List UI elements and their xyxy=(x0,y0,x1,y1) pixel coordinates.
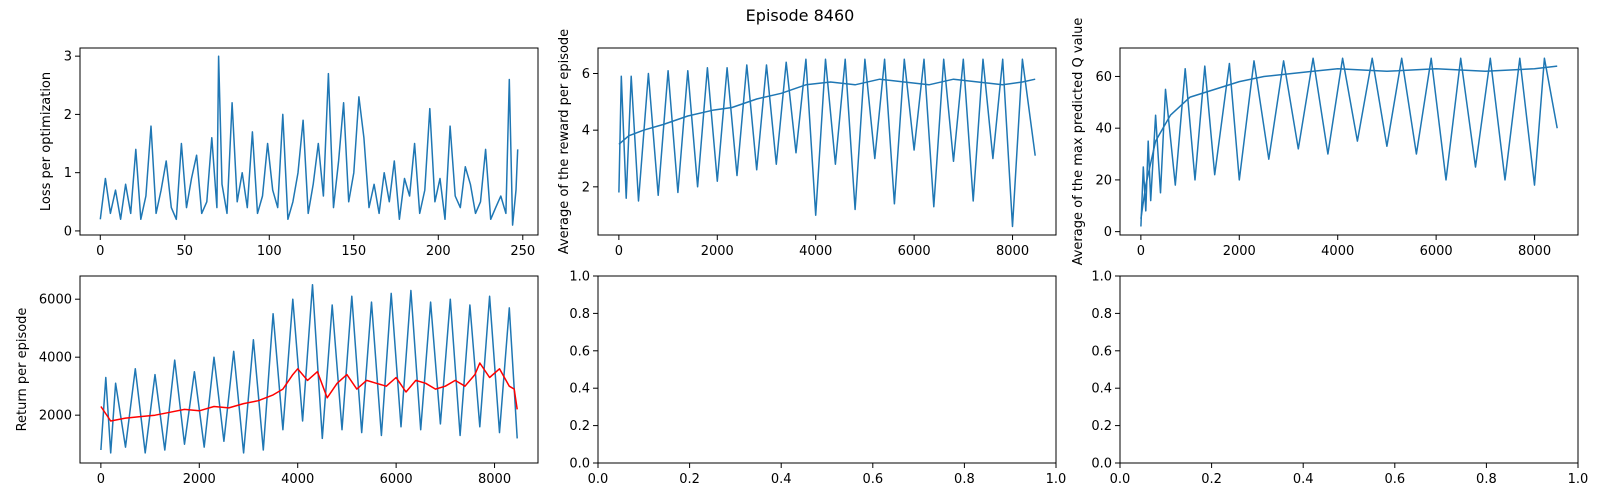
x-tick-label-top-right-4: 8000 xyxy=(1518,244,1551,259)
x-tick-label-bottom-middle-5: 1.0 xyxy=(1046,472,1067,487)
x-tick-label-bottom-middle-3: 0.6 xyxy=(862,472,883,487)
y-tick-label-bottom-middle-3: 0.6 xyxy=(569,344,590,359)
x-tick-label-top-left-3: 150 xyxy=(341,244,366,259)
x-tick-label-top-left-1: 50 xyxy=(177,244,194,259)
y-tick-label-bottom-middle-4: 0.8 xyxy=(569,307,590,322)
y-tick-label-top-left-1: 1 xyxy=(64,166,72,181)
axes-top-left: 0 50 100 150 200 250 0 1 2 3 Loss per optimization xyxy=(39,47,539,259)
y-tick-label-top-right-3: 60 xyxy=(1095,70,1112,85)
x-tick-label-top-left-4: 200 xyxy=(426,244,451,259)
y-axis-label-top-right: Average of the max predicted Q value xyxy=(1071,18,1086,266)
x-tick-label-bottom-right-3: 0.6 xyxy=(1384,472,1405,487)
axes-bottom-right: 0.0 0.2 0.4 0.6 0.8 1.0 0.0 0.2 0.4 0.6 0.8 1.0 xyxy=(1091,270,1588,488)
y-tick-label-top-right-1: 20 xyxy=(1095,173,1112,188)
axes-top-middle: 0 2000 4000 6000 8000 2 4 6 Average of the rewar… xyxy=(557,29,1057,259)
x-tick-label-bottom-right-4: 0.8 xyxy=(1476,472,1497,487)
x-tick-label-bottom-left-2: 4000 xyxy=(281,472,314,487)
axes-bottom-middle: 0.0 0.2 0.4 0.6 0.8 1.0 0.0 0.2 0.4 0.6 0.8 1.0 xyxy=(569,270,1066,488)
x-tick-label-top-right-0: 0 xyxy=(1137,244,1145,259)
x-tick-label-top-middle-3: 6000 xyxy=(898,244,931,259)
series-line-top-middle-1 xyxy=(618,78,1036,145)
axes-bottom-left: 0 2000 4000 6000 8000 2000 4000 6000 Return per … xyxy=(15,275,539,487)
axes-frame-top-middle xyxy=(597,47,1057,236)
y-tick-label-top-middle-2: 6 xyxy=(582,67,590,82)
x-tick-label-top-left-2: 100 xyxy=(257,244,282,259)
y-tick-label-top-left-0: 0 xyxy=(64,224,72,239)
axes-frame-bottom-right xyxy=(1119,275,1579,464)
y-tick-label-bottom-right-4: 0.8 xyxy=(1091,307,1112,322)
y-tick-label-bottom-left-0: 2000 xyxy=(39,409,72,424)
x-tick-label-bottom-right-5: 1.0 xyxy=(1568,472,1589,487)
x-tick-label-bottom-left-1: 2000 xyxy=(183,472,216,487)
y-tick-label-top-left-3: 3 xyxy=(64,50,72,65)
x-tick-label-bottom-middle-4: 0.8 xyxy=(954,472,975,487)
y-tick-label-bottom-middle-2: 0.4 xyxy=(569,382,590,397)
x-tick-label-top-right-1: 2000 xyxy=(1223,244,1256,259)
x-tick-label-bottom-right-1: 0.2 xyxy=(1201,472,1222,487)
y-tick-label-top-middle-0: 2 xyxy=(582,180,590,195)
x-tick-label-top-right-2: 4000 xyxy=(1321,244,1354,259)
x-tick-label-bottom-middle-1: 0.2 xyxy=(679,472,700,487)
x-tick-label-bottom-left-0: 0 xyxy=(97,472,105,487)
y-tick-label-top-right-0: 0 xyxy=(1104,225,1112,240)
y-tick-label-top-left-2: 2 xyxy=(64,108,72,123)
x-tick-label-top-middle-2: 4000 xyxy=(799,244,832,259)
y-tick-label-bottom-right-0: 0.0 xyxy=(1091,457,1112,472)
y-tick-label-bottom-right-1: 0.2 xyxy=(1091,419,1112,434)
y-tick-label-top-middle-1: 4 xyxy=(582,124,590,139)
figure-title: Episode 8460 xyxy=(745,6,855,25)
y-tick-label-bottom-right-3: 0.6 xyxy=(1091,344,1112,359)
axes-top-right: 0 2000 4000 6000 8000 0 20 40 60 Average of the m… xyxy=(1071,18,1579,266)
y-axis-label-top-middle: Average of the reward per episode xyxy=(557,29,572,254)
axes-frame-bottom-middle xyxy=(597,275,1057,464)
y-tick-label-top-right-2: 40 xyxy=(1095,122,1112,137)
axes-frame-top-left xyxy=(79,47,539,236)
y-tick-label-bottom-right-5: 1.0 xyxy=(1091,270,1112,285)
x-tick-label-top-right-3: 6000 xyxy=(1420,244,1453,259)
x-tick-label-top-middle-4: 8000 xyxy=(996,244,1029,259)
series-line-bottom-left-0 xyxy=(100,283,518,454)
series-line-top-right-0 xyxy=(1140,57,1558,227)
x-tick-label-bottom-left-3: 6000 xyxy=(380,472,413,487)
axes-frame-top-right xyxy=(1119,47,1579,236)
x-tick-label-bottom-middle-0: 0.0 xyxy=(588,472,609,487)
x-tick-label-top-middle-1: 2000 xyxy=(701,244,734,259)
y-tick-label-bottom-middle-5: 1.0 xyxy=(569,270,590,285)
y-tick-label-bottom-left-2: 6000 xyxy=(39,293,72,308)
series-line-top-right-1 xyxy=(1140,65,1558,219)
x-tick-label-top-left-5: 250 xyxy=(510,244,535,259)
y-tick-label-bottom-left-1: 4000 xyxy=(39,351,72,366)
x-tick-label-bottom-middle-2: 0.4 xyxy=(771,472,792,487)
y-tick-label-bottom-middle-0: 0.0 xyxy=(569,457,590,472)
y-tick-label-bottom-right-2: 0.4 xyxy=(1091,382,1112,397)
x-tick-label-bottom-right-2: 0.4 xyxy=(1293,472,1314,487)
y-axis-label-bottom-left: Return per episode xyxy=(15,308,30,432)
series-line-top-left-0 xyxy=(99,55,519,226)
x-tick-label-bottom-left-4: 8000 xyxy=(478,472,511,487)
series-line-bottom-left-1 xyxy=(100,362,518,422)
series-line-top-middle-0 xyxy=(618,58,1036,228)
x-tick-label-bottom-right-0: 0.0 xyxy=(1110,472,1131,487)
x-tick-label-top-left-0: 0 xyxy=(96,244,104,259)
axes-frame-bottom-left xyxy=(79,275,539,464)
x-tick-label-top-middle-0: 0 xyxy=(615,244,623,259)
y-tick-label-bottom-middle-1: 0.2 xyxy=(569,419,590,434)
y-axis-label-top-left: Loss per optimization xyxy=(39,72,54,211)
